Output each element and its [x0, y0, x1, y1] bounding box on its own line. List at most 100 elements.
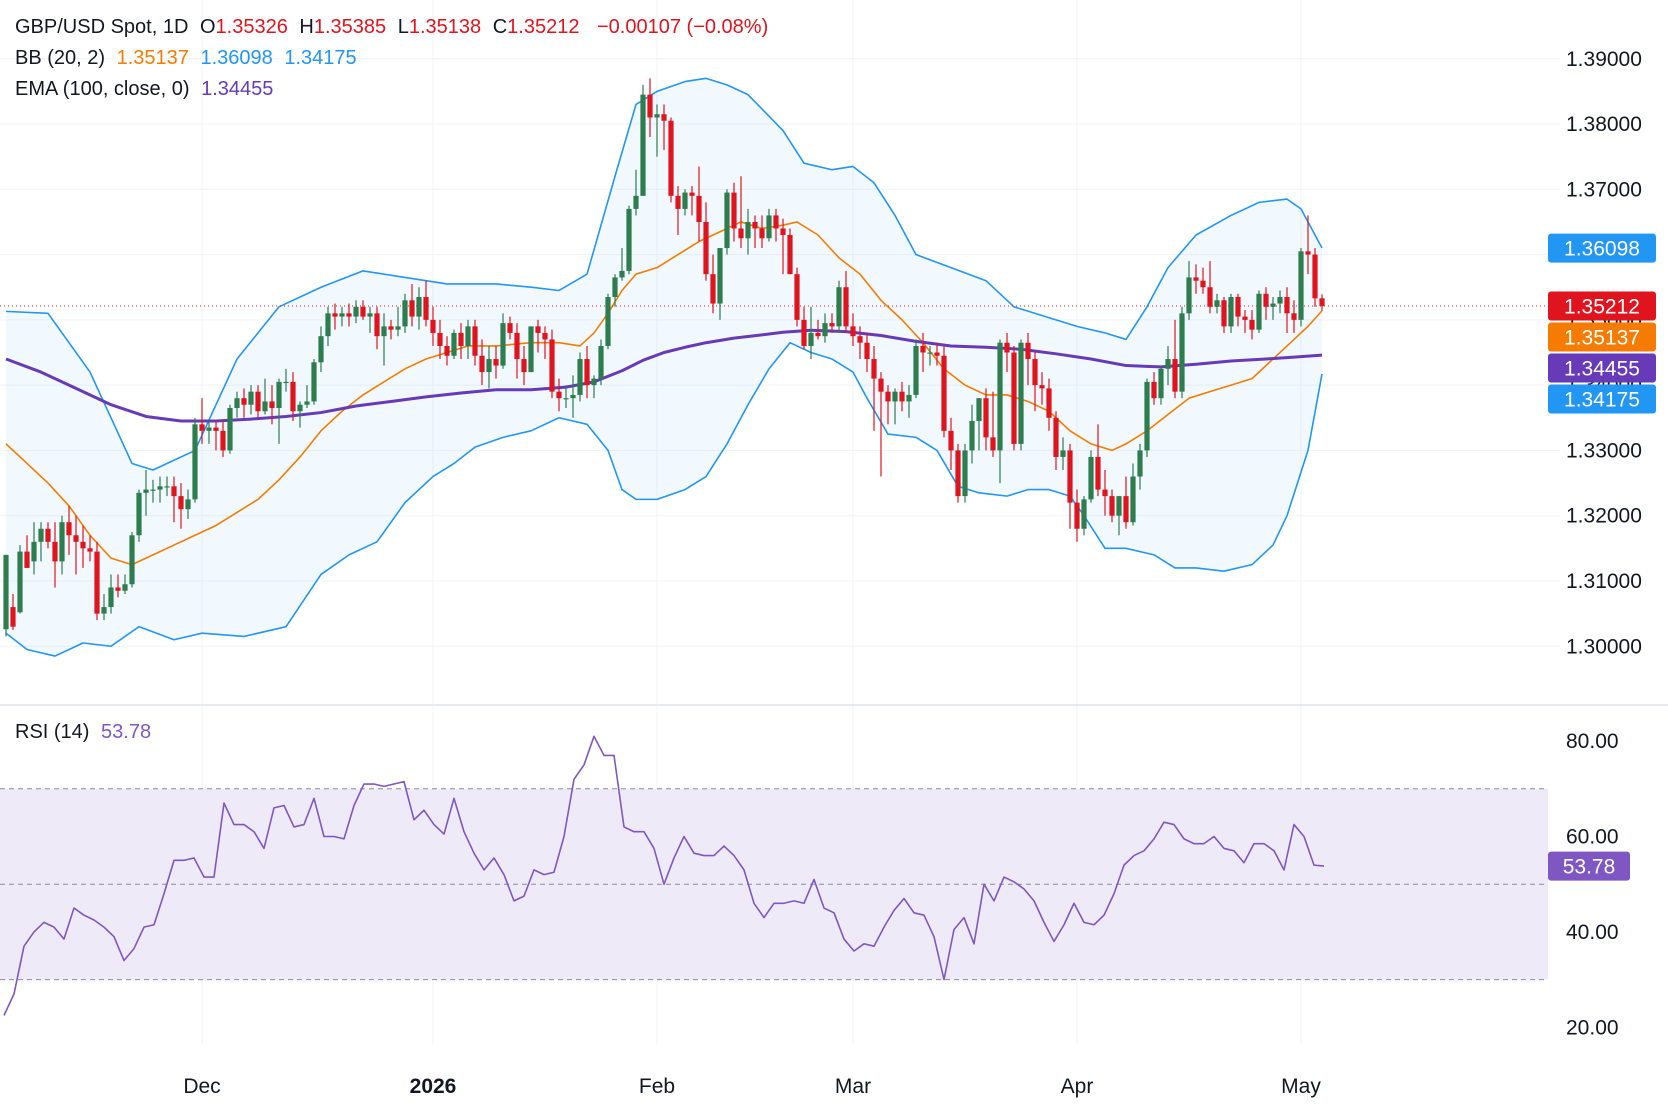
- ema-legend[interactable]: EMA (100, close, 0) 1.34455: [15, 78, 279, 101]
- candle-body: [409, 300, 415, 317]
- price-tick-label: 1.33000: [1566, 439, 1642, 462]
- bb-upper-line: [5, 77, 1323, 471]
- candle-body: [1039, 385, 1045, 389]
- candle-body: [66, 522, 72, 536]
- candle-body: [584, 359, 590, 386]
- candle-body: [1200, 280, 1206, 288]
- rsi-tick-label: 80.00: [1566, 730, 1619, 753]
- candle-body: [717, 248, 723, 304]
- candle-body: [1025, 342, 1031, 360]
- ema-line: [5, 328, 1323, 423]
- candle-body: [640, 94, 646, 196]
- candle-body: [241, 398, 247, 405]
- high-value: 1.35385: [313, 16, 387, 38]
- candle-body: [52, 541, 58, 562]
- close-tag-bg: [1548, 291, 1656, 321]
- candle-body: [969, 421, 975, 451]
- candle-body: [423, 297, 429, 320]
- candle-body: [808, 332, 814, 346]
- time-axis-label: Feb: [639, 1075, 675, 1098]
- candle-body: [843, 287, 849, 327]
- candle-body: [1074, 502, 1080, 529]
- candle-body: [472, 326, 478, 356]
- candle-body: [311, 362, 317, 402]
- candle-body: [913, 345, 919, 395]
- candle-body: [220, 430, 226, 451]
- rsi-label: RSI (14): [15, 721, 90, 743]
- candle-body: [1102, 489, 1108, 497]
- candle-body: [318, 336, 324, 363]
- candle-body: [563, 398, 569, 400]
- candle-body: [458, 332, 464, 346]
- ema-label: EMA (100, close, 0): [15, 78, 190, 100]
- candle-body: [1235, 297, 1241, 317]
- candle-body: [626, 208, 632, 271]
- close-label: C: [492, 16, 508, 38]
- rsi-legend[interactable]: RSI (14) 53.78: [15, 721, 157, 744]
- candle-body: [283, 381, 289, 384]
- candle-body: [500, 323, 506, 366]
- candle-body: [1214, 300, 1220, 307]
- candle-body: [1018, 342, 1024, 444]
- candle-body: [507, 323, 513, 333]
- candle-body: [794, 274, 800, 320]
- bb-legend[interactable]: BB (20, 2) 1.35137 1.36098 1.34175: [15, 47, 363, 70]
- rsi-tag-bg: [1548, 851, 1630, 881]
- candle-body: [682, 192, 688, 209]
- candle-body: [129, 535, 135, 585]
- candle-body: [38, 528, 44, 542]
- change-value: −0.00107 (−0.08%): [597, 16, 769, 38]
- price-tick-label: 1.37000: [1566, 178, 1642, 201]
- time-axis-label: Dec: [183, 1075, 220, 1098]
- candle-body: [1123, 496, 1129, 523]
- price-tick-label: 1.30000: [1566, 635, 1642, 658]
- candle-body: [199, 424, 205, 431]
- candle-body: [1263, 293, 1269, 307]
- candle-body: [724, 192, 730, 249]
- candle-body: [402, 300, 408, 327]
- candle-body: [94, 551, 100, 614]
- candle-body: [1228, 297, 1234, 327]
- bb-lower-line: [5, 341, 1323, 657]
- candle-body: [1221, 300, 1227, 327]
- candle-body: [346, 313, 352, 317]
- candle-body: [171, 486, 177, 497]
- candle-body: [941, 355, 947, 431]
- candlesticks: [3, 78, 1325, 637]
- candle-body: [157, 486, 163, 490]
- candle-body: [206, 427, 212, 431]
- bb-label: BB (20, 2): [15, 47, 106, 69]
- candle-body: [885, 391, 891, 402]
- candle-body: [73, 535, 79, 542]
- candle-body: [1277, 297, 1283, 304]
- time-axis-label: Mar: [835, 1075, 871, 1098]
- candle-body: [955, 450, 961, 497]
- candle-body: [1186, 277, 1192, 314]
- candle-body: [430, 319, 436, 333]
- candle-body: [381, 326, 387, 337]
- candle-body: [1032, 359, 1038, 386]
- bb-mid-value: 1.35137: [116, 47, 189, 69]
- candle-body: [1249, 319, 1255, 330]
- candle-body: [332, 313, 338, 317]
- bb-lower-tag-bg: [1548, 384, 1656, 414]
- ohlc-legend: GBP/USD Spot, 1D O1.35326 H1.35385 L1.35…: [15, 16, 774, 39]
- candle-body: [612, 277, 618, 298]
- candle-body: [150, 489, 156, 491]
- candle-body: [1193, 277, 1199, 281]
- candle-body: [1291, 313, 1297, 320]
- candle-body: [829, 323, 835, 327]
- candle-body: [822, 323, 828, 337]
- candle-body: [1095, 456, 1101, 490]
- candle-body: [1319, 298, 1325, 307]
- candle-body: [605, 297, 611, 346]
- candle-body: [192, 424, 198, 500]
- time-axis-label: 2026: [410, 1075, 457, 1098]
- candle-body: [570, 394, 576, 399]
- candle-body: [598, 345, 604, 379]
- candle-body: [752, 221, 758, 229]
- candle-body: [654, 114, 660, 118]
- candle-body: [675, 195, 681, 209]
- candle-body: [304, 401, 310, 405]
